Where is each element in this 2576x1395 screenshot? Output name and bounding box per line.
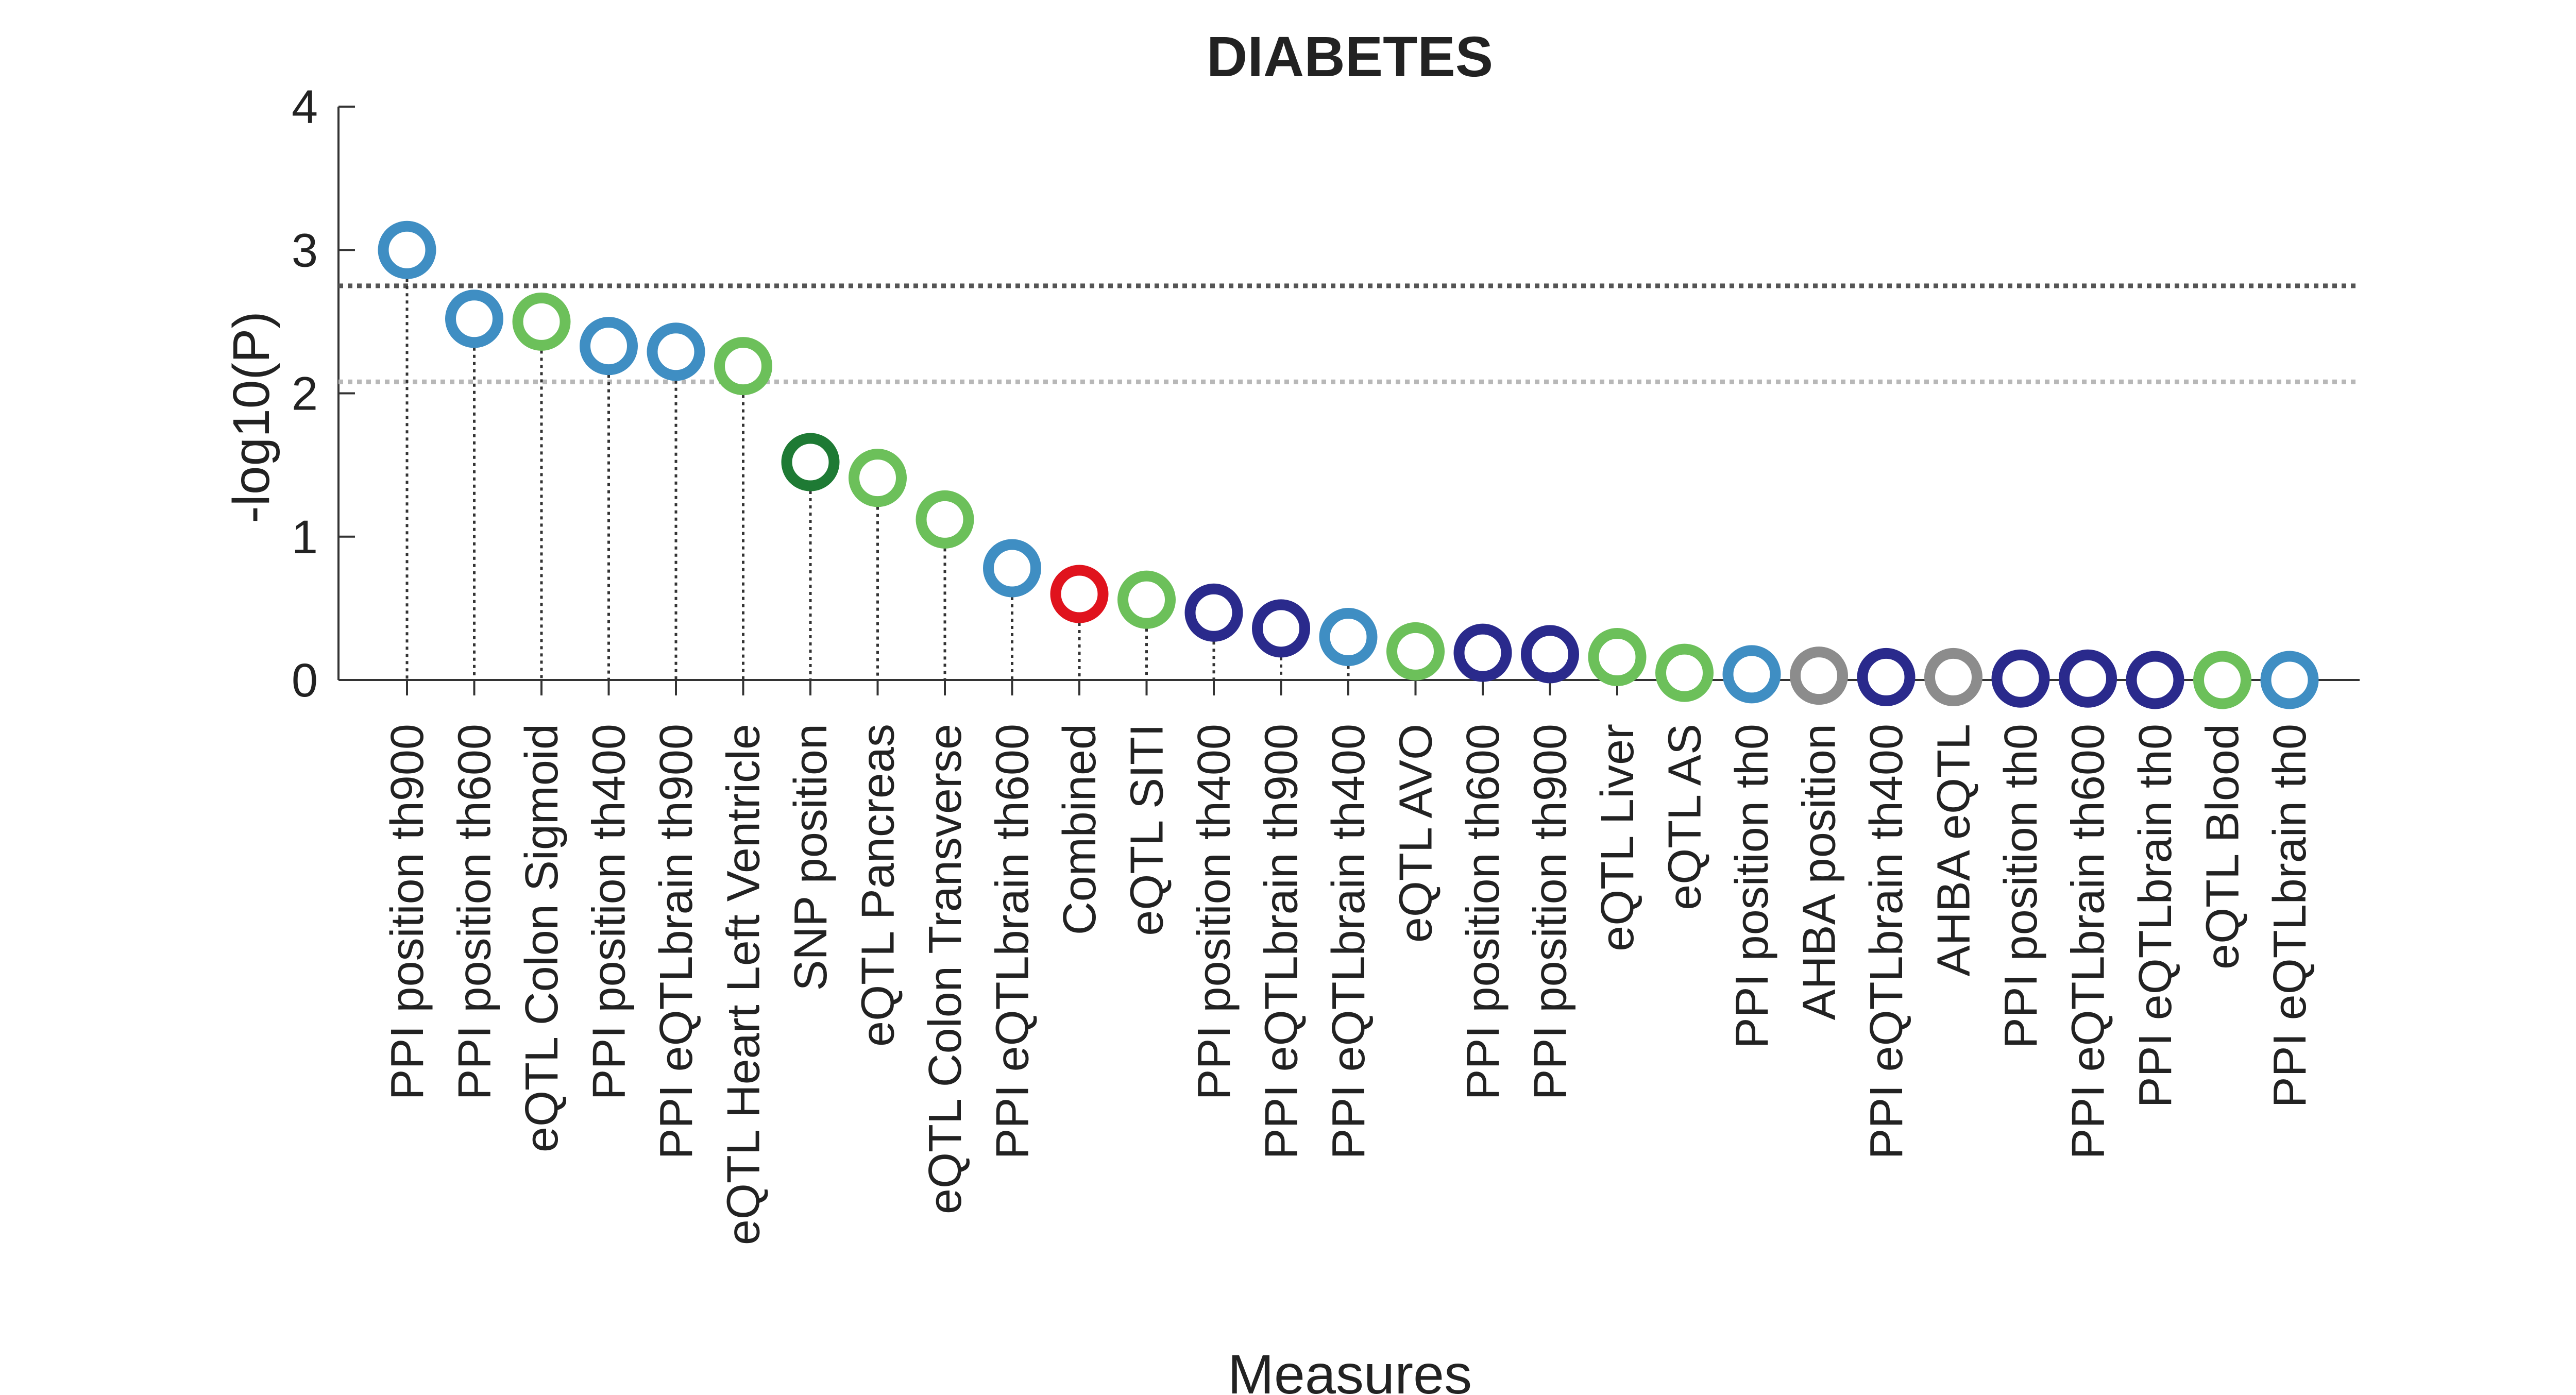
data-point-11 bbox=[1117, 570, 1176, 629]
data-point-26 bbox=[2126, 651, 2184, 709]
data-point-19 bbox=[1655, 643, 1714, 702]
data-point-9 bbox=[983, 539, 1041, 598]
x-tick-label-12: PPI position th400 bbox=[1189, 724, 1240, 1100]
data-point-20 bbox=[1722, 645, 1781, 704]
chart-title: DIABETES bbox=[1207, 25, 1493, 89]
x-tick-label-0: PPI position th900 bbox=[382, 724, 433, 1100]
data-point-15 bbox=[1386, 622, 1445, 681]
data-point-22 bbox=[1857, 648, 1916, 706]
x-tick-label-23: AHBA eQTL bbox=[1928, 724, 1980, 976]
data-point-1 bbox=[445, 290, 503, 348]
x-tick-label-25: PPI eQTLbrain th600 bbox=[2063, 724, 2114, 1160]
data-point-28 bbox=[2260, 651, 2319, 709]
y-tick-label-3: 3 bbox=[292, 224, 318, 277]
data-point-0 bbox=[378, 220, 436, 279]
data-point-7 bbox=[849, 449, 907, 507]
x-tick-label-4: PPI eQTLbrain th900 bbox=[651, 724, 702, 1160]
x-tick-label-16: PPI position th600 bbox=[1458, 724, 1509, 1100]
data-point-2 bbox=[512, 292, 571, 351]
x-tick-label-1: PPI position th600 bbox=[449, 724, 501, 1100]
data-point-27 bbox=[2193, 651, 2251, 709]
x-tick-label-5: eQTL Heart Left Ventricle bbox=[718, 724, 770, 1245]
x-tick-label-28: PPI eQTLbrain th0 bbox=[2264, 724, 2316, 1108]
x-tick-label-27: eQTL Blood bbox=[2197, 724, 2249, 969]
x-tick-label-19: eQTL AS bbox=[1659, 724, 1711, 910]
data-point-14 bbox=[1319, 608, 1378, 667]
data-point-13 bbox=[1252, 599, 1310, 658]
x-tick-label-7: eQTL Pancreas bbox=[853, 724, 904, 1047]
x-tick-label-24: PPI position th0 bbox=[1995, 724, 2047, 1048]
data-point-16 bbox=[1453, 623, 1512, 682]
data-point-6 bbox=[781, 433, 840, 491]
data-point-4 bbox=[647, 322, 705, 381]
x-tick-label-21: AHBA position bbox=[1794, 724, 1845, 1020]
y-axis-label: -log10(P) bbox=[223, 311, 280, 523]
data-point-18 bbox=[1588, 627, 1647, 686]
x-tick-label-6: SNP position bbox=[785, 724, 837, 991]
x-tick-label-14: PPI eQTLbrain th400 bbox=[1323, 724, 1375, 1160]
x-tick-label-15: eQTL AVO bbox=[1391, 724, 1442, 943]
y-tick-label-2: 2 bbox=[292, 368, 318, 420]
x-tick-label-17: PPI position th900 bbox=[1525, 724, 1577, 1100]
data-point-12 bbox=[1184, 583, 1243, 642]
data-point-3 bbox=[580, 317, 638, 376]
plot-area: 0 1 2 3 4 PPI position th900 PPI position th60… bbox=[292, 81, 2360, 1245]
data-point-10 bbox=[1050, 565, 1109, 623]
x-tick-label-22: PPI eQTLbrain th400 bbox=[1861, 724, 1912, 1160]
x-tick-label-18: eQTL Liver bbox=[1592, 724, 1643, 951]
x-tick-label-13: PPI eQTLbrain th900 bbox=[1256, 724, 1308, 1160]
data-point-5 bbox=[714, 337, 772, 396]
x-tick-label-10: Combined bbox=[1054, 724, 1106, 935]
x-axis-label: Measures bbox=[1228, 1343, 1472, 1395]
x-tick-label-11: eQTL SITI bbox=[1122, 724, 1173, 936]
data-point-21 bbox=[1790, 647, 1848, 705]
data-point-25 bbox=[2059, 649, 2117, 708]
y-tick-label-0: 0 bbox=[292, 654, 318, 707]
x-tick-label-2: eQTL Colon Sigmoid bbox=[516, 724, 568, 1152]
y-tick-label-1: 1 bbox=[292, 511, 318, 564]
x-tick-label-3: PPI position th400 bbox=[584, 724, 635, 1100]
x-tick-label-8: eQTL Colon Transverse bbox=[920, 724, 971, 1214]
x-tick-label-20: PPI position th0 bbox=[1726, 724, 1778, 1048]
x-tick-label-9: PPI eQTLbrain th600 bbox=[987, 724, 1039, 1160]
data-point-17 bbox=[1521, 625, 1579, 684]
data-point-23 bbox=[1924, 648, 1982, 706]
y-tick-label-4: 4 bbox=[292, 81, 318, 133]
data-point-24 bbox=[1991, 649, 2050, 708]
data-point-8 bbox=[916, 490, 974, 549]
x-tick-label-26: PPI eQTLbrain th0 bbox=[2130, 724, 2181, 1108]
